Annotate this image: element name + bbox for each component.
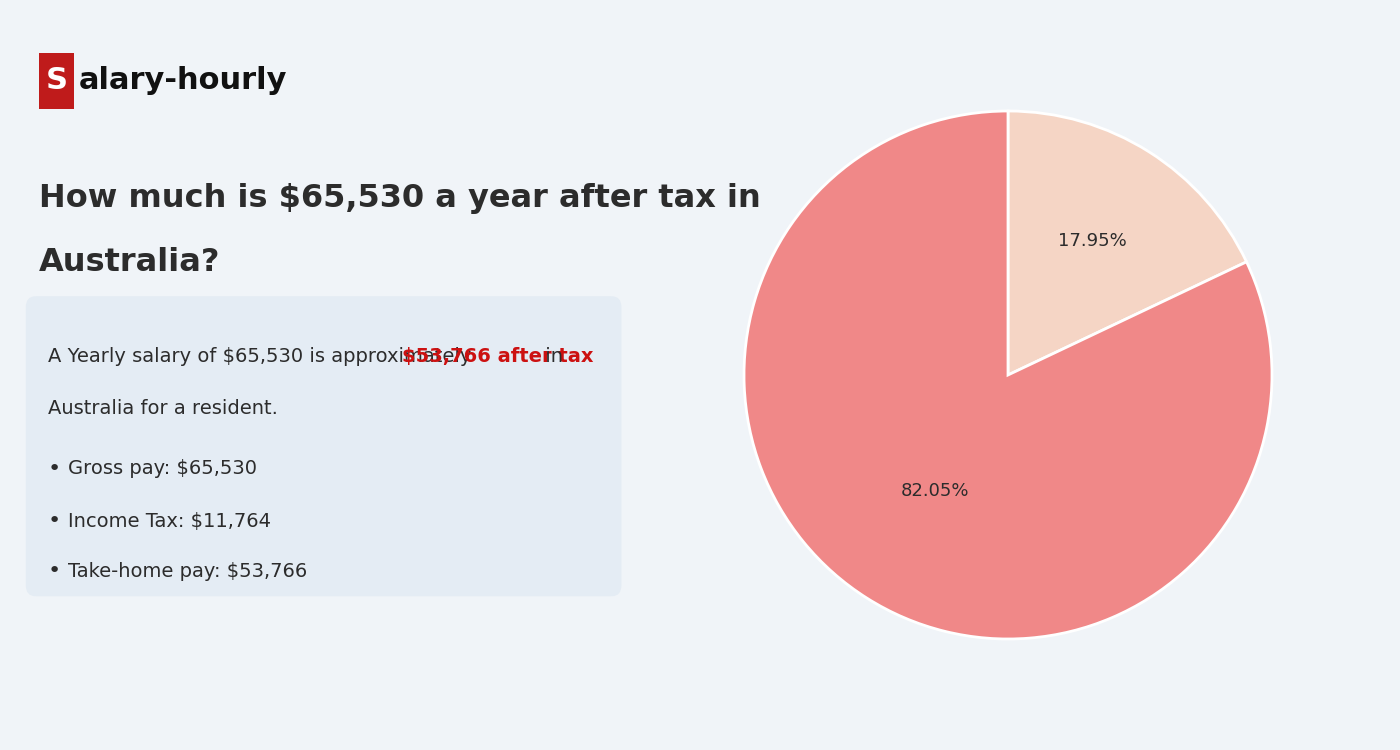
Text: How much is $65,530 a year after tax in: How much is $65,530 a year after tax in [39, 183, 760, 214]
Text: •: • [48, 512, 62, 531]
Wedge shape [743, 111, 1273, 639]
Text: S: S [45, 66, 67, 95]
Wedge shape [1008, 111, 1246, 375]
Text: 17.95%: 17.95% [1058, 232, 1127, 250]
Text: alary-hourly: alary-hourly [80, 66, 288, 95]
Text: 82.05%: 82.05% [900, 482, 969, 500]
Text: •: • [48, 562, 62, 581]
Text: in: in [539, 346, 563, 366]
Text: Australia?: Australia? [39, 247, 220, 278]
FancyBboxPatch shape [39, 53, 74, 109]
Text: $53,766 after tax: $53,766 after tax [403, 346, 594, 366]
Text: A Yearly salary of $65,530 is approximately: A Yearly salary of $65,530 is approximat… [48, 346, 477, 366]
Text: •: • [48, 459, 62, 478]
FancyBboxPatch shape [25, 296, 622, 596]
Text: Australia for a resident.: Australia for a resident. [48, 399, 279, 418]
Text: Gross pay: $65,530: Gross pay: $65,530 [67, 459, 256, 478]
Text: Take-home pay: $53,766: Take-home pay: $53,766 [67, 562, 307, 581]
Text: Income Tax: $11,764: Income Tax: $11,764 [67, 512, 270, 531]
